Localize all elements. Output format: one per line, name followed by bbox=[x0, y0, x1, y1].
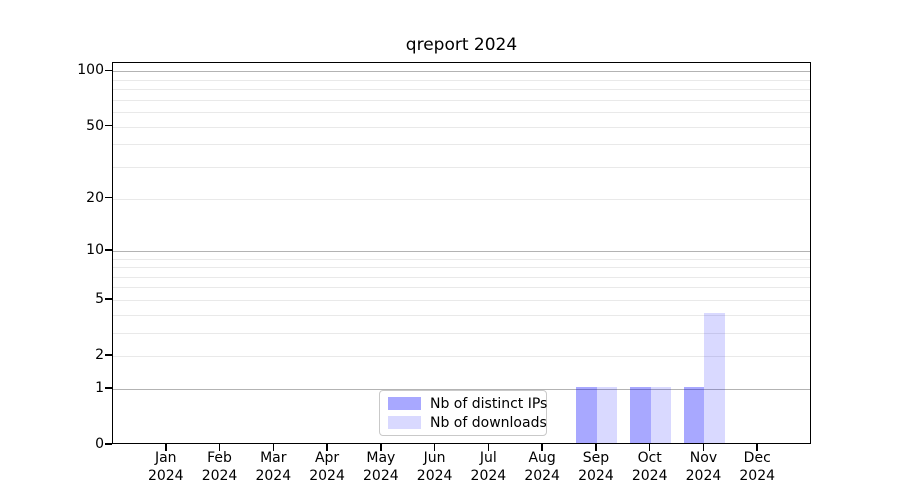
gridline-major bbox=[113, 388, 810, 390]
gridline-major bbox=[113, 71, 810, 73]
x-tick-year: 2024 bbox=[578, 468, 614, 484]
x-tick-month: Jan bbox=[154, 450, 177, 466]
x-tick-label: Feb 2024 bbox=[188, 449, 252, 485]
y-tick-mark bbox=[105, 69, 112, 72]
y-tick-mark bbox=[105, 249, 112, 251]
x-tick-year: 2024 bbox=[416, 468, 453, 484]
y-tick-label: 50 bbox=[86, 117, 104, 134]
legend-label-downloads: Nb of downloads bbox=[430, 414, 547, 431]
x-tick-mark bbox=[272, 444, 275, 451]
x-tick-mark bbox=[218, 444, 221, 451]
x-tick-label: Aug 2024 bbox=[510, 449, 574, 485]
x-tick-mark bbox=[595, 444, 597, 451]
chart-title: qreport 2024 bbox=[405, 35, 518, 55]
gridline-minor bbox=[113, 356, 810, 358]
x-tick-month: May bbox=[366, 450, 396, 466]
x-tick-label: Jun 2024 bbox=[403, 449, 467, 485]
y-tick-mark bbox=[105, 298, 112, 300]
bar-nb-of-downloads-oct bbox=[650, 386, 672, 443]
x-tick-month: Feb bbox=[207, 450, 232, 466]
x-tick-year: 2024 bbox=[201, 468, 238, 484]
gridline-minor bbox=[113, 167, 810, 168]
x-tick-mark bbox=[648, 444, 651, 451]
x-tick-year: 2024 bbox=[685, 468, 722, 484]
bar-nb-of-distinct-ips-oct bbox=[630, 386, 651, 443]
plot-area: Nb of distinct IPs Nb of downloads bbox=[112, 62, 811, 444]
gridline-minor bbox=[113, 79, 810, 81]
y-tick-label: 0 bbox=[95, 436, 104, 452]
x-tick-label: Sep 2024 bbox=[564, 449, 628, 485]
bar-nb-of-distinct-ips-nov bbox=[683, 386, 705, 443]
y-tick-label: 5 bbox=[95, 290, 104, 307]
x-tick-mark bbox=[326, 444, 328, 451]
x-tick-label: Apr 2024 bbox=[295, 449, 359, 485]
x-tick-month: Nov bbox=[689, 450, 718, 466]
gridline-minor bbox=[113, 198, 810, 200]
x-tick-year: 2024 bbox=[309, 468, 345, 484]
x-tick-month: Aug bbox=[528, 450, 556, 466]
x-tick-label: Oct 2024 bbox=[618, 449, 682, 485]
y-tick-mark bbox=[105, 387, 112, 389]
legend-label-distinct-ips: Nb of distinct IPs bbox=[430, 395, 548, 412]
legend-swatch-downloads bbox=[388, 416, 421, 429]
gridline-minor bbox=[113, 112, 810, 114]
y-tick-label: 100 bbox=[77, 62, 104, 79]
legend-swatch-distinct-ips bbox=[388, 397, 421, 410]
x-tick-month: Jun bbox=[423, 450, 446, 466]
x-tick-mark bbox=[165, 444, 167, 451]
x-tick-month: Sep bbox=[582, 450, 610, 466]
gridline-minor bbox=[113, 332, 810, 334]
legend-item-distinct-ips: Nb of distinct IPs bbox=[388, 396, 547, 412]
bar-nb-of-downloads-nov bbox=[704, 312, 725, 443]
x-tick-label: Mar 2024 bbox=[241, 449, 305, 485]
legend: Nb of distinct IPs Nb of downloads bbox=[379, 390, 547, 436]
y-tick-label: 10 bbox=[86, 241, 104, 258]
y-tick-label: 2 bbox=[95, 347, 104, 364]
gridline-major bbox=[113, 250, 810, 252]
x-tick-month: Oct bbox=[637, 450, 662, 466]
gridline-minor bbox=[113, 276, 810, 278]
x-tick-mark bbox=[541, 444, 543, 451]
x-tick-year: 2024 bbox=[363, 468, 399, 484]
legend-item-downloads: Nb of downloads bbox=[388, 415, 547, 431]
x-tick-month: Dec bbox=[743, 450, 771, 466]
gridline-minor bbox=[113, 89, 810, 91]
gridline-minor bbox=[113, 144, 810, 146]
x-tick-year: 2024 bbox=[470, 468, 507, 484]
x-tick-label: May 2024 bbox=[349, 449, 413, 485]
gridline-minor bbox=[113, 258, 810, 260]
x-tick-year: 2024 bbox=[147, 468, 184, 484]
y-tick-label: 20 bbox=[86, 189, 104, 206]
y-tick-mark bbox=[105, 124, 112, 127]
x-tick-year: 2024 bbox=[524, 468, 560, 484]
gridline-minor bbox=[113, 99, 810, 101]
gridline-minor bbox=[113, 299, 810, 301]
x-tick-year: 2024 bbox=[631, 468, 668, 484]
gridline-minor bbox=[113, 126, 810, 128]
bar-nb-of-downloads-sep bbox=[596, 386, 618, 443]
gridline-minor bbox=[113, 267, 810, 269]
x-tick-label: Nov 2024 bbox=[671, 449, 735, 485]
x-tick-month: Mar bbox=[260, 450, 287, 466]
y-tick-label: 1 bbox=[95, 379, 104, 396]
x-tick-mark bbox=[756, 444, 758, 451]
x-tick-year: 2024 bbox=[739, 468, 776, 484]
x-tick-month: Jul bbox=[479, 450, 497, 466]
y-tick-mark bbox=[105, 443, 112, 445]
gridline-minor bbox=[113, 314, 810, 316]
bar-nb-of-distinct-ips-sep bbox=[576, 386, 597, 443]
x-tick-mark bbox=[380, 444, 382, 451]
x-tick-label: Dec 2024 bbox=[725, 449, 789, 485]
gridline-minor bbox=[113, 287, 810, 289]
x-tick-month: Apr bbox=[314, 450, 340, 466]
x-tick-label: Jan 2024 bbox=[134, 449, 198, 485]
x-tick-year: 2024 bbox=[255, 468, 292, 484]
x-tick-mark bbox=[487, 444, 490, 451]
y-tick-mark bbox=[105, 354, 112, 356]
x-tick-mark bbox=[702, 444, 705, 451]
y-tick-mark bbox=[105, 196, 112, 199]
x-tick-label: Jul 2024 bbox=[456, 449, 520, 485]
x-tick-mark bbox=[433, 444, 436, 451]
